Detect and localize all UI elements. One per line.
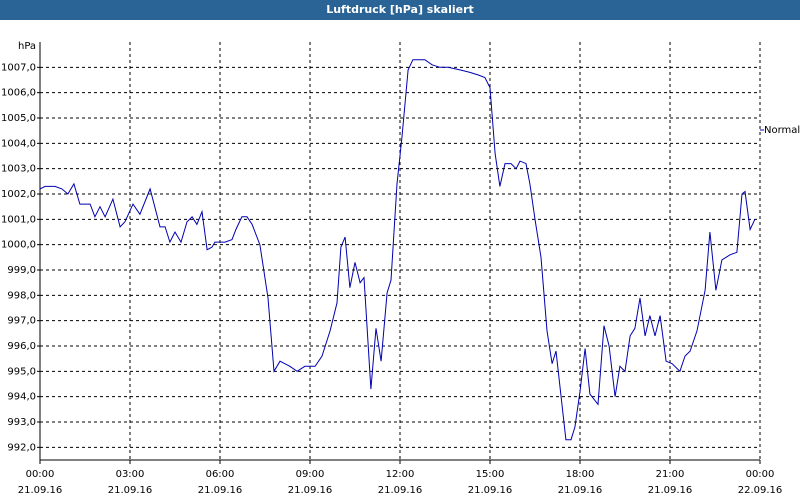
x-tick-label: 03:00 <box>116 469 145 480</box>
y-tick-label: 996,0 <box>7 341 36 352</box>
x-tick-label: 12:00 <box>386 469 415 480</box>
x-tick-date: 21.09.16 <box>288 485 333 496</box>
y-tick-label: 1004,0 <box>1 138 36 149</box>
y-tick-label: 1007,0 <box>1 62 36 73</box>
x-tick-label: 15:00 <box>476 469 505 480</box>
y-tick-label: 994,0 <box>7 392 36 403</box>
x-tick-date: 21.09.16 <box>108 485 153 496</box>
x-tick-date: 21.09.16 <box>18 485 63 496</box>
y-tick-label: 1006,0 <box>1 88 36 99</box>
x-tick-label: 00:00 <box>746 469 775 480</box>
x-tick-label: 21:00 <box>656 469 685 480</box>
x-tick-label: 06:00 <box>206 469 235 480</box>
y-unit: hPa <box>18 41 36 52</box>
chart-title: Luftdruck [hPa] skaliert <box>326 3 474 16</box>
y-tick-label: 1002,0 <box>1 189 36 200</box>
legend-label: Normal <box>764 125 800 136</box>
y-tick-label: 995,0 <box>7 366 36 377</box>
x-tick-date: 22.09.16 <box>738 485 783 496</box>
x-tick-label: 18:00 <box>566 469 595 480</box>
y-tick-label: 1001,0 <box>1 214 36 225</box>
y-tick-label: 997,0 <box>7 316 36 327</box>
y-tick-label: 1005,0 <box>1 113 36 124</box>
x-tick-date: 21.09.16 <box>468 485 513 496</box>
y-tick-label: 1003,0 <box>1 164 36 175</box>
x-tick-date: 21.09.16 <box>198 485 243 496</box>
y-tick-label: 992,0 <box>7 442 36 453</box>
x-tick-date: 21.09.16 <box>378 485 423 496</box>
x-tick-label: 00:00 <box>26 469 55 480</box>
x-tick-date: 21.09.16 <box>558 485 603 496</box>
title-bar <box>0 0 800 20</box>
y-tick-label: 998,0 <box>7 290 36 301</box>
y-tick-label: 993,0 <box>7 417 36 428</box>
x-tick-date: 21.09.16 <box>648 485 693 496</box>
data-line <box>39 59 756 441</box>
y-tick-label: 1000,0 <box>1 240 36 251</box>
x-tick-label: 09:00 <box>296 469 325 480</box>
y-tick-label: 999,0 <box>7 265 36 276</box>
